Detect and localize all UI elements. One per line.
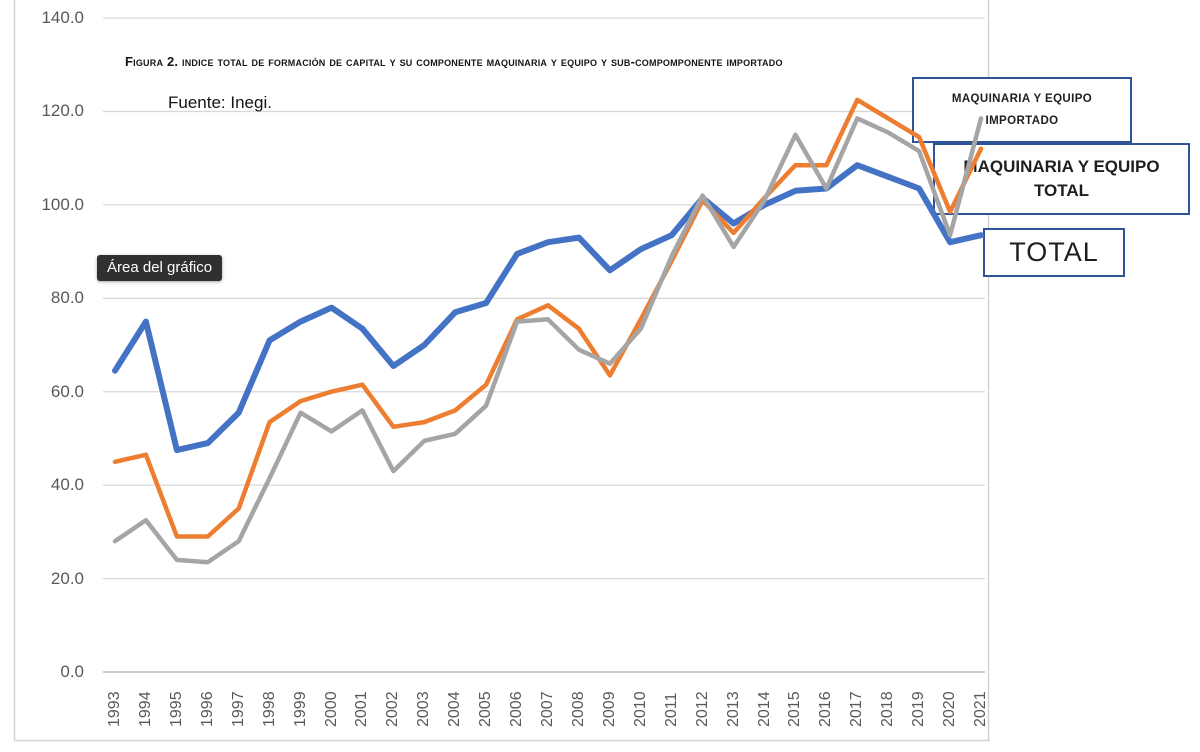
x-tick-label: 2003 — [415, 691, 433, 727]
x-tick-label: 2002 — [384, 691, 402, 727]
x-tick-label: 1996 — [198, 691, 216, 727]
legend-box-maquinaria-equipo-total[interactable]: MAQUINARIA Y EQUIPO TOTAL — [933, 143, 1190, 215]
x-tick-label: 2015 — [786, 691, 804, 727]
legend-label-me-total-line2: TOTAL — [1033, 181, 1090, 200]
x-tick-label: 2008 — [569, 691, 587, 727]
legend-label-total: TOTAL — [1009, 237, 1099, 267]
x-tick-label: 1999 — [291, 691, 309, 727]
x-tick-label: 2006 — [508, 691, 526, 727]
x-tick-label: 1997 — [229, 691, 247, 727]
x-tick-label: 2007 — [539, 691, 556, 727]
x-tick-label: 2001 — [353, 691, 371, 727]
x-tick-label: 1994 — [136, 691, 154, 727]
x-tick-label: 2000 — [322, 691, 340, 727]
x-tick-label: 2020 — [941, 691, 959, 727]
y-tick-label: 60.0 — [50, 381, 84, 401]
y-tick-label: 20.0 — [50, 568, 84, 588]
x-tick-label: 2018 — [879, 691, 897, 727]
x-tick-label: 2013 — [724, 691, 742, 727]
legend-label-importado-line1: MAQUINARIA Y EQUIPO — [951, 93, 1093, 105]
y-tick-label: 0.0 — [60, 662, 84, 681]
y-tick-label: 100.0 — [41, 194, 84, 214]
x-tick-label: 2009 — [600, 691, 618, 727]
y-tick-label: 140.0 — [41, 8, 84, 27]
chart-source: Fuente: Inegi. — [168, 93, 272, 112]
y-tick-label: 40.0 — [50, 475, 84, 495]
x-tick-label: 1998 — [260, 691, 278, 727]
x-tick-label: 2012 — [693, 691, 711, 727]
y-tick-label: 120.0 — [41, 101, 84, 121]
x-tick-label: 1995 — [167, 691, 185, 727]
chart-area-tooltip: Área del gráfico — [97, 255, 223, 281]
legend-box-maquinaria-equipo-importado[interactable]: MAQUINARIA Y EQUIPO IMPORTADO — [912, 77, 1132, 143]
x-tick-label: 2014 — [755, 691, 773, 727]
x-tick-label: 2004 — [446, 691, 464, 727]
x-tick-label: 2011 — [662, 692, 680, 727]
x-tick-label: 2017 — [848, 691, 866, 727]
chart-title: Figura 2. indice total de formación de c… — [125, 54, 783, 69]
x-tick-label: 2021 — [972, 691, 989, 727]
y-tick-label: 80.0 — [50, 288, 84, 308]
x-tick-label: 2005 — [477, 691, 495, 727]
x-tick-label: 2019 — [910, 691, 928, 727]
legend-box-total[interactable]: TOTAL — [983, 228, 1125, 277]
x-tick-label: 2016 — [817, 691, 835, 727]
x-tick-label: 2010 — [631, 691, 649, 727]
legend-label-importado-line2: IMPORTADO — [985, 115, 1059, 127]
x-tick-label: 1993 — [106, 691, 123, 727]
legend-label-me-total-line1: MAQUINARIA Y EQUIPO — [963, 157, 1160, 176]
